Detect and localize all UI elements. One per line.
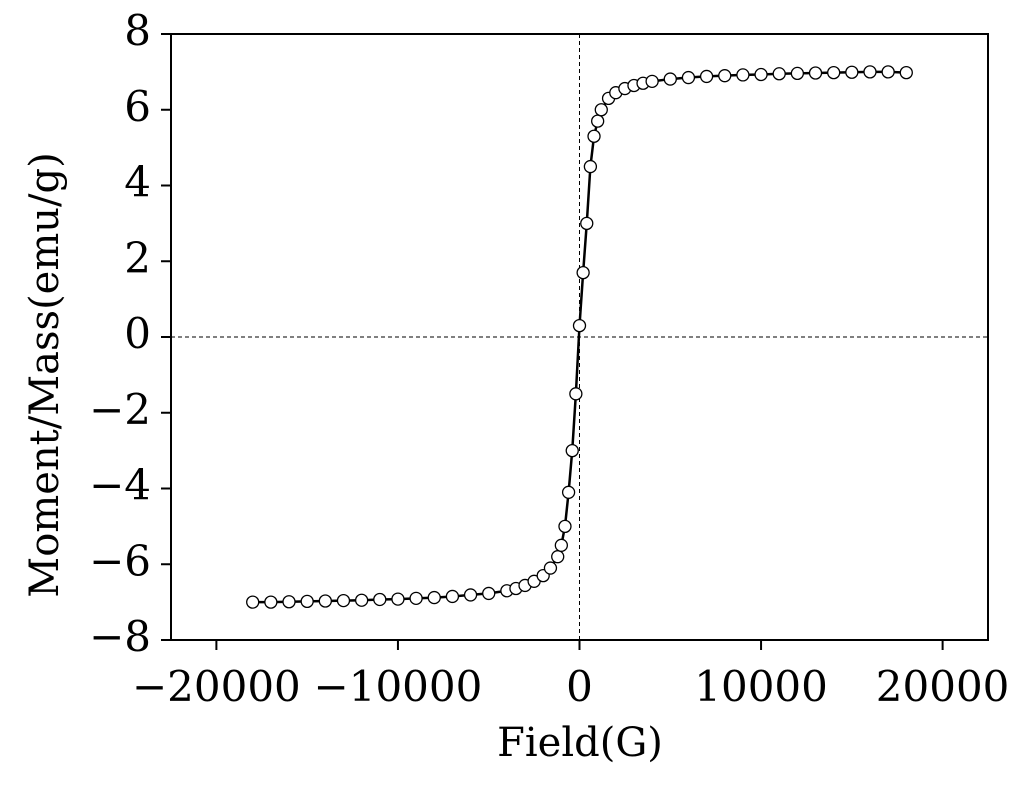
data-point <box>463 588 478 602</box>
data-point <box>565 443 579 458</box>
data-point <box>409 591 423 605</box>
data-point <box>561 485 576 499</box>
data-point <box>427 590 441 605</box>
data-point <box>736 68 750 82</box>
x-tick-label: −10000 <box>314 662 483 711</box>
data-point <box>645 74 659 88</box>
y-tick-label: −2 <box>89 385 151 434</box>
y-axis-label: Moment/Mass(emu/g) <box>22 152 68 597</box>
y-tick-label: 8 <box>124 6 151 55</box>
data-point <box>863 65 877 79</box>
x-tick-label: 10000 <box>694 662 828 711</box>
data-point <box>699 69 714 84</box>
y-tick-label: −8 <box>89 612 151 661</box>
data-point <box>264 595 278 609</box>
data-point <box>576 265 590 280</box>
data-point <box>246 595 260 609</box>
data-point <box>594 103 608 117</box>
data-point <box>373 592 387 607</box>
data-point <box>681 70 696 85</box>
y-tick-label: 6 <box>124 82 151 131</box>
y-tick-label: 0 <box>124 309 151 358</box>
data-point <box>543 561 558 575</box>
data-point <box>336 593 351 608</box>
data-point <box>583 159 598 174</box>
x-tick-label: 0 <box>566 662 593 711</box>
data-point <box>827 65 841 80</box>
data-point <box>899 65 913 80</box>
data-point <box>558 519 572 534</box>
data-point <box>569 387 583 401</box>
data-point <box>300 594 314 609</box>
x-tick-label: 20000 <box>876 662 1010 711</box>
data-point <box>772 67 786 81</box>
data-point <box>663 72 677 86</box>
x-tick-label: −20000 <box>132 662 301 711</box>
x-axis-label: Field(G) <box>497 720 663 766</box>
y-tick-label: 4 <box>124 158 151 207</box>
data-point <box>718 69 732 83</box>
y-tick-label: −4 <box>89 461 151 510</box>
plot-frame <box>170 33 989 641</box>
data-point <box>282 595 296 609</box>
y-tick-label: 2 <box>124 233 151 282</box>
data-point <box>580 216 594 231</box>
data-point <box>754 67 768 82</box>
data-point <box>482 586 496 601</box>
data-point <box>572 318 587 333</box>
data-point <box>445 589 460 604</box>
data-point <box>591 114 605 128</box>
data-point <box>318 594 332 608</box>
data-point <box>808 66 823 80</box>
data-point <box>881 65 895 79</box>
y-tick-label: −6 <box>89 536 151 585</box>
data-point <box>845 65 859 79</box>
data-point <box>551 550 565 564</box>
data-point <box>354 593 369 607</box>
data-point <box>790 66 805 81</box>
data-point <box>391 592 405 606</box>
data-point <box>554 538 568 552</box>
data-point <box>587 129 601 143</box>
